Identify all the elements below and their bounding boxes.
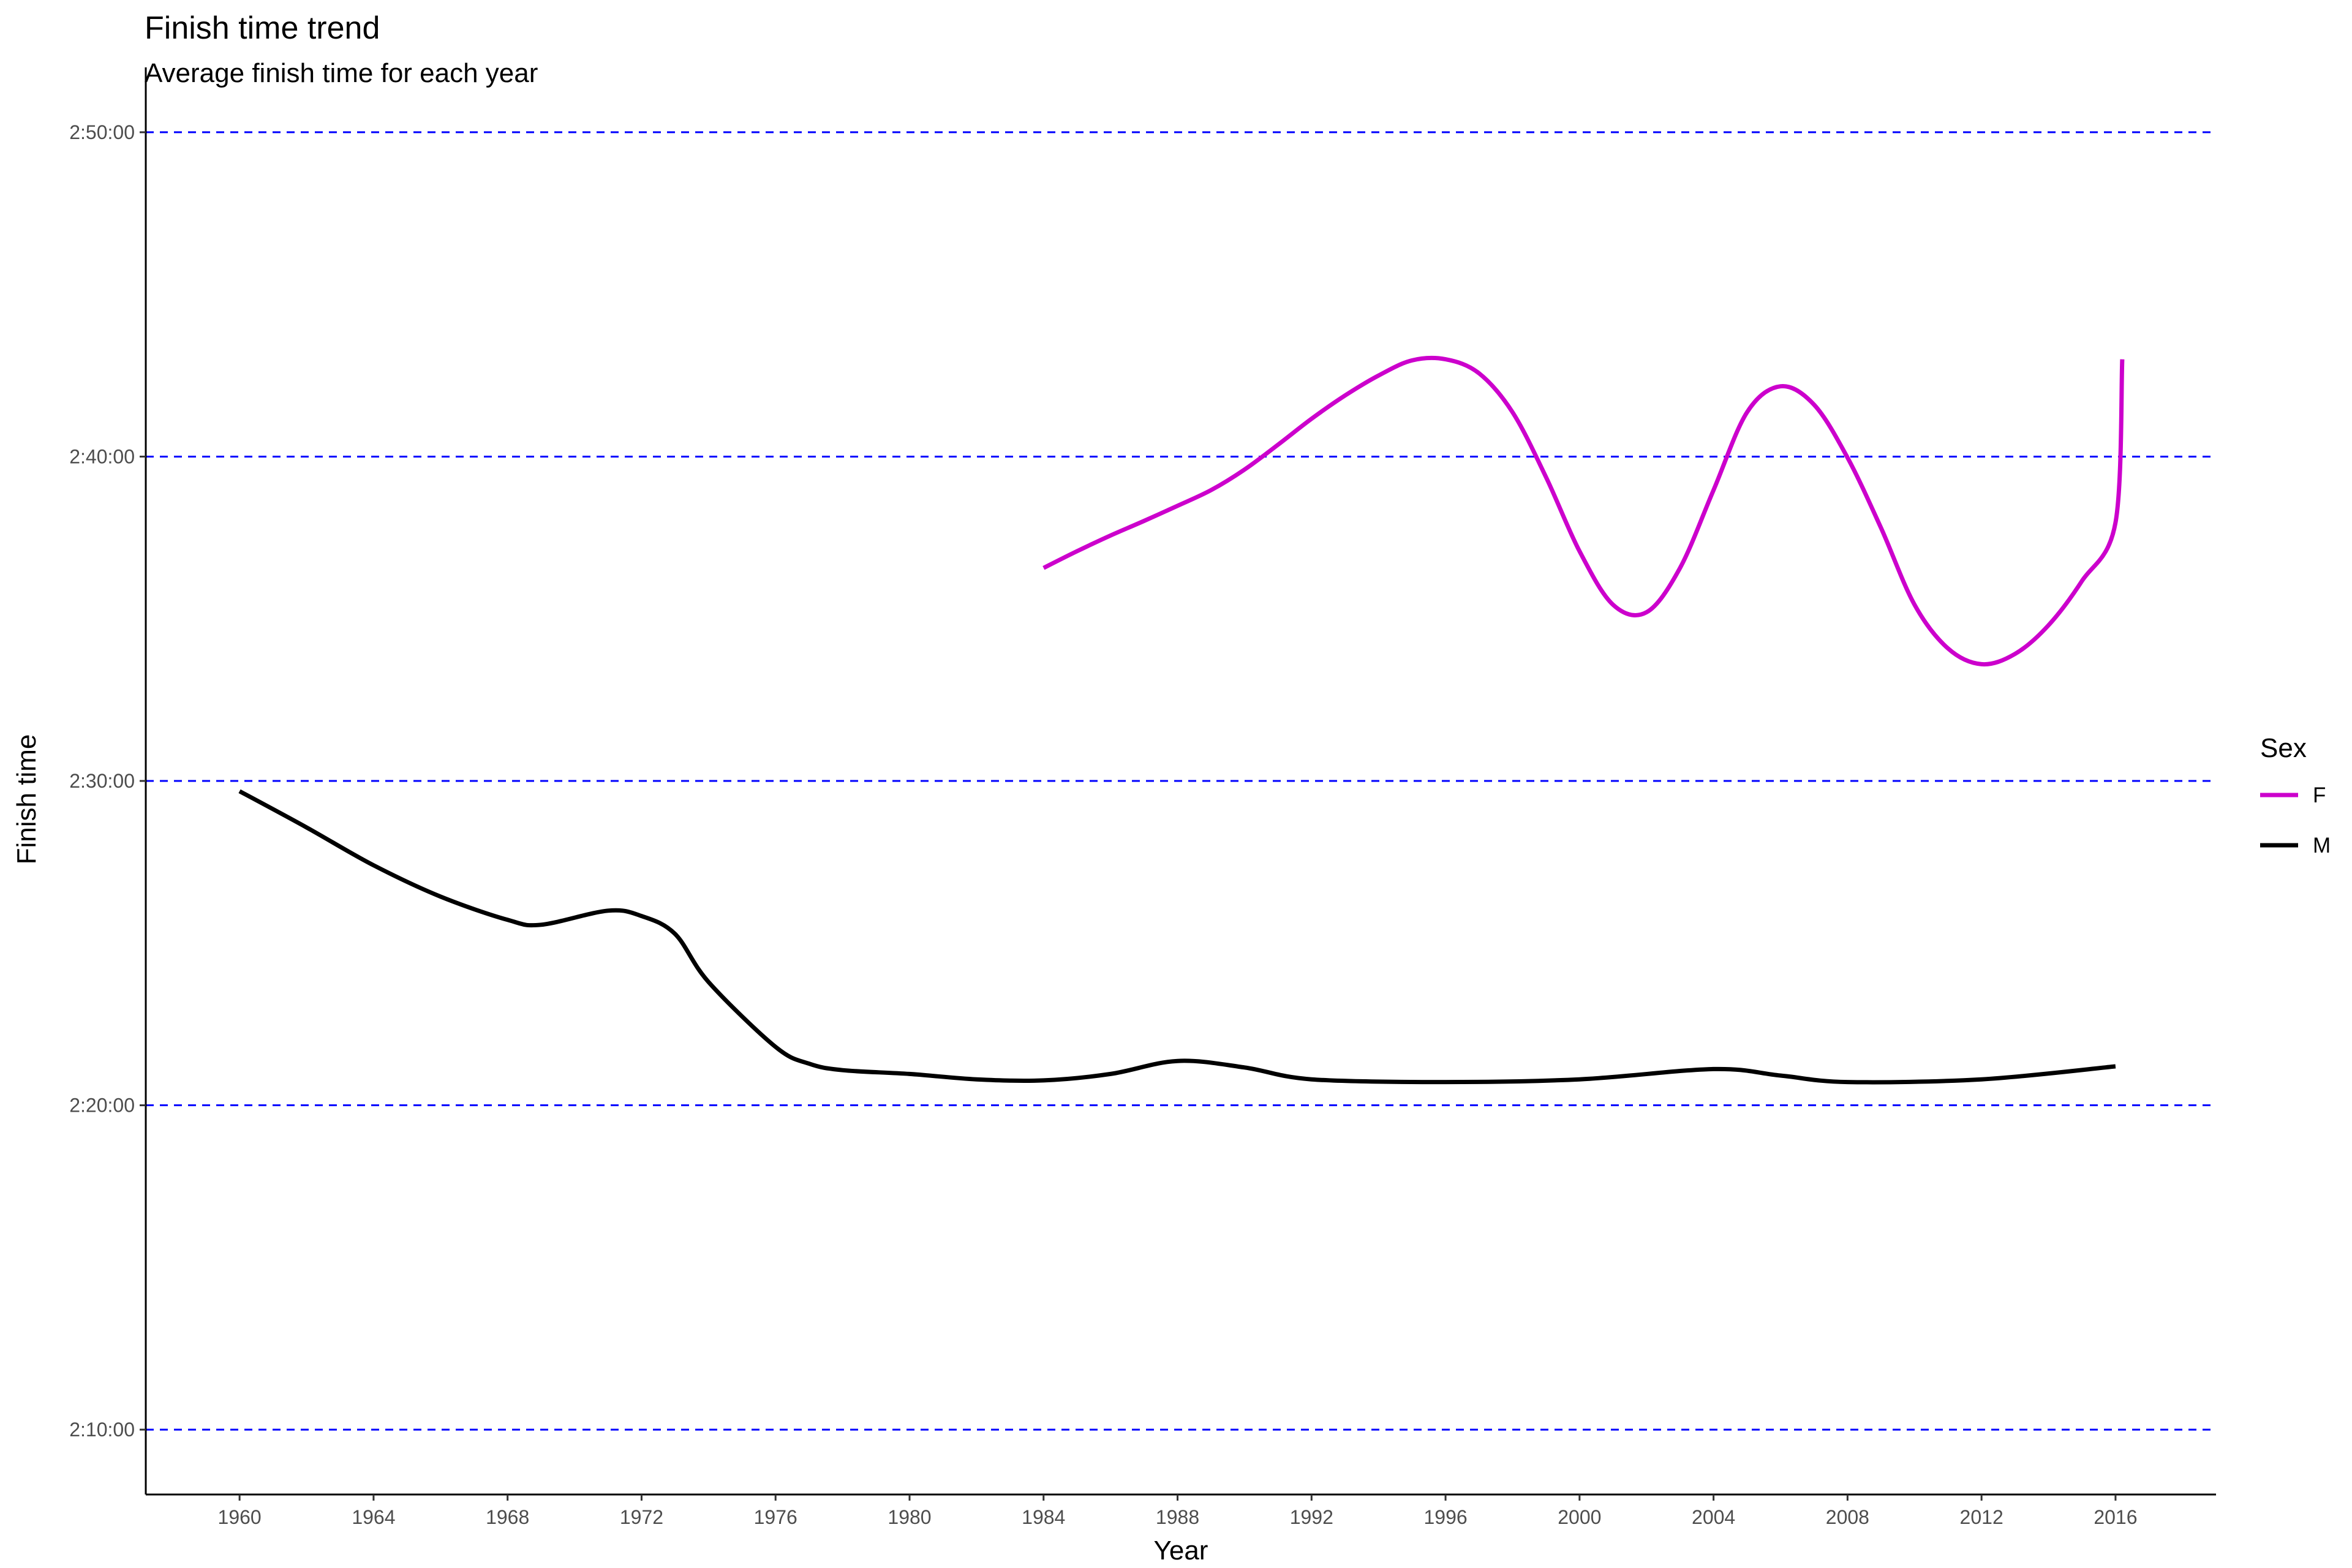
legend-label-M: M: [2313, 834, 2331, 858]
series-line-F: [1042, 355, 2125, 667]
legend-items: FM: [2260, 783, 2331, 858]
x-tick-label: 1972: [620, 1506, 663, 1528]
x-tick-label: 1976: [754, 1506, 797, 1528]
y-tick-label: 2:40:00: [69, 445, 135, 467]
legend-label-F: F: [2313, 783, 2326, 807]
x-tick-label: 1968: [486, 1506, 529, 1528]
x-tick-label: 1964: [352, 1506, 395, 1528]
x-tick-label: 1980: [888, 1506, 931, 1528]
x-tick-label: 1988: [1156, 1506, 1199, 1528]
y-tick-label: 2:30:00: [69, 770, 135, 792]
x-tick-label: 1996: [1423, 1506, 1467, 1528]
legend-title: Sex: [2260, 733, 2307, 763]
chart-subtitle: Average finish time for each year: [145, 58, 538, 88]
legend: Sex FM: [2260, 733, 2331, 858]
chart-title: Finish time trend: [145, 10, 380, 46]
y-tick-label: 2:50:00: [69, 121, 135, 143]
x-tick-label: 2008: [1826, 1506, 1869, 1528]
y-ticks: 2:10:00 2:20:00 2:30:00 2:40:00 2:50:00: [69, 121, 146, 1441]
series-lines: [238, 355, 2125, 1085]
x-tick-label: 2016: [2094, 1506, 2137, 1528]
x-tick-label: 1984: [1022, 1506, 1065, 1528]
y-tick-label: 2:10:00: [69, 1419, 135, 1441]
series-line-M: [238, 789, 2116, 1085]
x-axis-title: Year: [1154, 1536, 1208, 1566]
x-ticks: 1960 1964 1968 1972 1976 1980 1984 1988 1992 1996…: [218, 1494, 2138, 1528]
x-tick-label: 2000: [1558, 1506, 1601, 1528]
y-tick-label: 2:20:00: [69, 1095, 135, 1117]
x-tick-label: 1992: [1290, 1506, 1333, 1528]
x-tick-label: 2012: [1960, 1506, 2003, 1528]
x-tick-label: 2004: [1692, 1506, 1735, 1528]
y-axis-title: Finish time: [12, 734, 42, 865]
gridlines: [146, 131, 2216, 1431]
x-tick-label: 1960: [218, 1506, 262, 1528]
